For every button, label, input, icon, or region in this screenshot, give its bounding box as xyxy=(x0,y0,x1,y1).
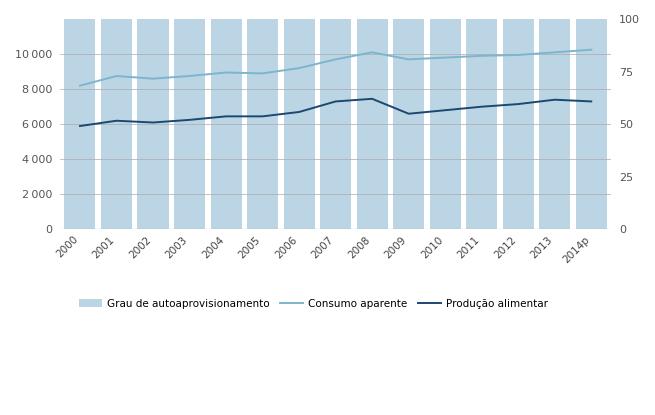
Bar xyxy=(64,19,96,229)
Bar xyxy=(393,19,424,229)
Bar xyxy=(502,19,534,229)
Bar xyxy=(210,19,242,229)
Bar xyxy=(174,19,205,229)
Bar xyxy=(247,19,278,229)
Bar xyxy=(466,19,497,229)
Bar xyxy=(101,19,132,229)
Bar xyxy=(138,19,168,229)
Bar xyxy=(539,19,571,229)
Bar xyxy=(576,19,607,229)
Bar xyxy=(356,19,388,229)
Legend: Grau de autoaprovisionamento, Consumo aparente, Produção alimentar: Grau de autoaprovisionamento, Consumo ap… xyxy=(75,294,552,312)
Bar xyxy=(430,19,460,229)
Bar xyxy=(284,19,314,229)
Bar xyxy=(320,19,351,229)
